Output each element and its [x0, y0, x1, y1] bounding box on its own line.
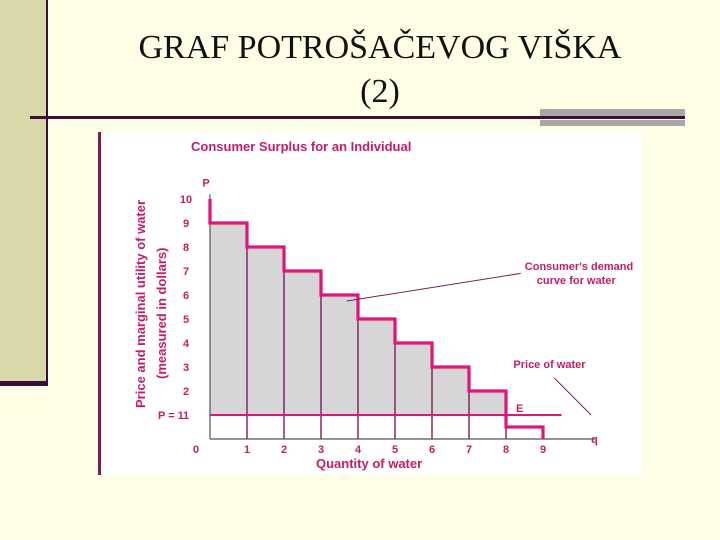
price-annotation-leader — [553, 377, 592, 416]
x-tick-label-4: 4 — [355, 444, 362, 456]
x-axis-symbol: q — [591, 434, 598, 446]
surplus-block-7 — [432, 367, 469, 415]
decorative-side-bar — [0, 0, 46, 385]
surplus-block-2 — [247, 247, 284, 415]
side-bar-edge — [46, 0, 48, 386]
surplus-block-5 — [358, 319, 395, 415]
x-tick-label-7: 7 — [466, 444, 472, 456]
equilibrium-label: E — [516, 403, 523, 415]
x-tick-label-0: 0 — [193, 444, 199, 456]
y-tick-label-10: 10 — [180, 194, 192, 206]
y-tick-label-9: 9 — [183, 218, 189, 230]
chart-frame: Consumer Surplus for an Individual 1 2 3 4 5… — [98, 132, 642, 475]
demand-annotation-line2: curve for water — [537, 275, 617, 287]
surplus-block-6 — [395, 343, 432, 415]
y-axis-title: Price and marginal utility of water — [133, 200, 148, 408]
price-annotation: Price of water — [513, 359, 586, 371]
decorative-gray-bar-lower — [540, 120, 685, 126]
demand-curve-group — [208, 199, 562, 439]
slide-title: GRAF POTROŠAČEVOG VIŠKA (2) — [80, 26, 680, 114]
x-axis-title: Quantity of water — [316, 456, 422, 471]
y-tick-label-8: 8 — [183, 242, 189, 254]
chart-title: Consumer Surplus for an Individual — [191, 139, 411, 154]
title-divider — [30, 116, 685, 119]
y-axis-symbol: P — [202, 178, 209, 190]
surplus-block-1 — [210, 223, 247, 415]
x-tick-label-5: 5 — [392, 444, 398, 456]
y-tick-label-6: 6 — [183, 290, 189, 302]
slide-title-line1: GRAF POTROŠAČEVOG VIŠKA — [138, 29, 622, 66]
x-tick-label-6: 6 — [429, 444, 435, 456]
demand-curve — [208, 199, 545, 439]
consumer-surplus-chart: Consumer Surplus for an Individual 1 2 3 4 5… — [133, 139, 633, 471]
x-tick-label-2: 2 — [281, 444, 287, 456]
y-axis-subtitle: (measured in dollars) — [154, 248, 169, 379]
surplus-block-8 — [469, 391, 506, 415]
labels-group: 1 2 3 4 5 6 7 8 9 10 0 1 2 3 4 5 6 7 8 9 Pq P = 1 E Consumer's … — [158, 178, 633, 456]
surplus-area-group — [210, 223, 506, 415]
y-tick-label-4: 4 — [183, 338, 190, 350]
decorative-gray-bar — [540, 109, 685, 118]
surplus-block-4 — [321, 295, 358, 415]
price-level-label: P = 1 — [158, 410, 184, 422]
x-tick-label-3: 3 — [318, 444, 324, 456]
x-tick-label-9: 9 — [540, 444, 546, 456]
demand-annotation-leader — [346, 272, 521, 302]
x-tick-label-8: 8 — [503, 444, 509, 456]
y-tick-label-5: 5 — [183, 314, 189, 326]
y-tick-label-7: 7 — [183, 266, 189, 278]
axes-group — [209, 194, 595, 440]
slide-title-line2: (2) — [360, 73, 400, 110]
demand-annotation-line1: Consumer's demand — [525, 261, 633, 273]
y-tick-label-1: 1 — [183, 410, 189, 422]
y-tick-label-2: 2 — [183, 386, 189, 398]
side-bar-underline — [0, 381, 48, 386]
y-tick-label-3: 3 — [183, 362, 189, 374]
surplus-block-3 — [284, 271, 321, 415]
x-tick-label-1: 1 — [244, 444, 250, 456]
